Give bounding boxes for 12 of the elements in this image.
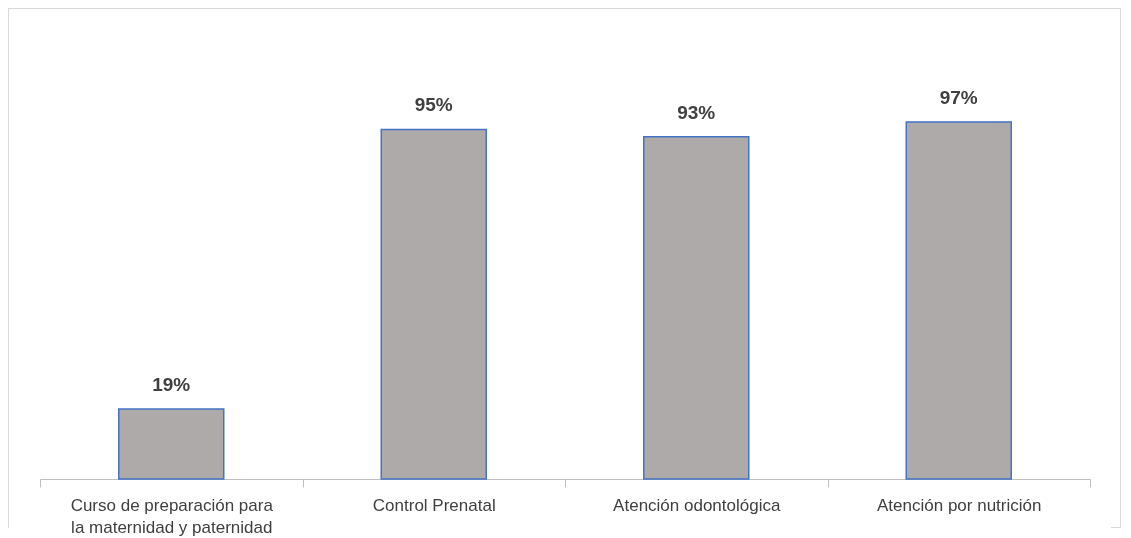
- bar: [905, 121, 1012, 480]
- data-label: 19%: [152, 374, 191, 396]
- data-label: 97%: [939, 87, 978, 109]
- x-tick-label: Curso de preparación para la maternidad y paternidad: [70, 495, 274, 537]
- bar: [380, 128, 487, 480]
- data-label: 93%: [677, 101, 716, 123]
- x-tick-label: Atención odontológica: [613, 495, 781, 515]
- bar: [643, 136, 750, 480]
- x-tick-label: Atención por nutrición: [877, 495, 1042, 515]
- bar: [118, 408, 225, 480]
- data-label: 95%: [414, 94, 453, 116]
- x-tick-label: Control Prenatal: [372, 495, 496, 515]
